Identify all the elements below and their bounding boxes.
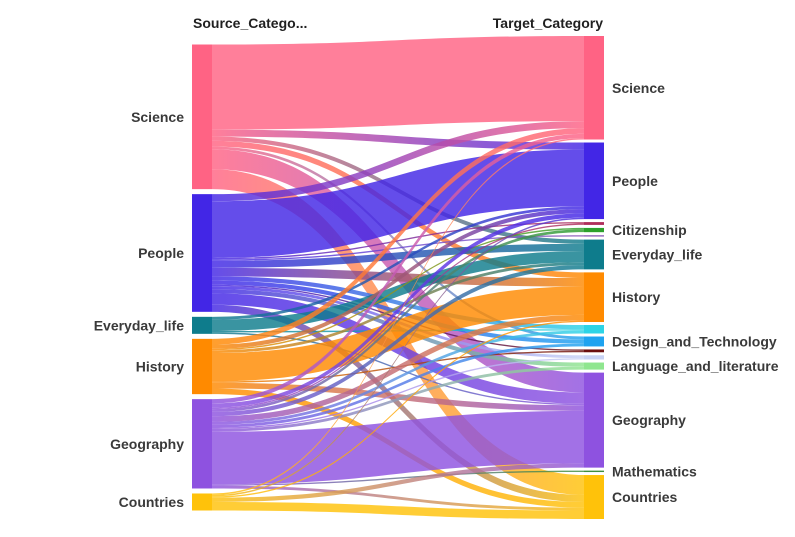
target-node-label: History (612, 289, 660, 305)
target-node (584, 325, 604, 334)
sankey-link (212, 217, 584, 497)
sankey-link (212, 229, 584, 412)
target-node (584, 272, 604, 323)
target-node (584, 222, 604, 225)
sankey-nodes (192, 36, 604, 519)
target-node (584, 36, 604, 140)
sankey-link (212, 284, 584, 351)
source-node (192, 338, 212, 395)
sankey-link (212, 485, 584, 511)
source-column-header: Source_Catego... (193, 15, 307, 31)
target-node-label: Language_and_literature (612, 358, 779, 374)
target-node (584, 362, 604, 370)
source-node-label: Geography (110, 436, 184, 452)
sankey-link (212, 209, 584, 349)
target-node (584, 227, 604, 233)
sankey-link (212, 265, 584, 417)
source-node (192, 194, 212, 312)
target-node-label: People (612, 173, 658, 189)
sankey-link (212, 330, 584, 425)
sankey-link (212, 128, 584, 345)
source-node-label: People (138, 245, 184, 261)
sankey-link (212, 286, 584, 382)
source-node-label: Science (131, 109, 184, 125)
target-node (584, 470, 604, 473)
sankey-link (212, 304, 584, 502)
sankey-link (212, 138, 584, 495)
source-node (192, 44, 212, 190)
source-node-label: Countries (119, 494, 185, 510)
target-node-label: Everyday_life (612, 246, 702, 262)
target-node-label: Mathematics (612, 463, 697, 479)
target-node (584, 372, 604, 468)
target-node (584, 475, 604, 519)
target-node (584, 235, 604, 237)
sankey-link (212, 262, 584, 354)
target-node-label: Citizenship (612, 222, 687, 238)
sankey-link (212, 293, 584, 404)
source-node (192, 493, 212, 511)
sankey-link (212, 222, 584, 260)
sankey-link (212, 250, 584, 332)
sankey-link (212, 227, 584, 351)
sankey-link (212, 121, 584, 202)
sankey-links (212, 36, 584, 519)
sankey-link (212, 470, 584, 486)
sankey-link (212, 314, 584, 422)
sankey-link (212, 235, 584, 261)
target-node (584, 336, 604, 347)
target-column-header: Target_Category (493, 15, 603, 31)
sankey-link (212, 501, 584, 519)
sankey-link (212, 146, 584, 340)
target-node (584, 349, 604, 353)
sankey-labels: Science People Everyday_life History Geograp… (94, 80, 779, 510)
target-node-label: Countries (612, 489, 678, 505)
source-node-label: History (136, 358, 184, 374)
sankey-link (212, 276, 584, 330)
sankey-link (212, 343, 584, 428)
target-node-label: Science (612, 80, 665, 96)
source-node-label: Everyday_life (94, 317, 184, 333)
sankey-link (212, 36, 584, 130)
target-node (584, 142, 604, 220)
sankey-link (212, 206, 584, 320)
sankey-link (212, 149, 584, 393)
target-node-label: Design_and_Technology (612, 333, 777, 349)
target-node-label: Geography (612, 412, 686, 428)
sankey-link (212, 213, 584, 408)
sankey-link (212, 133, 584, 404)
sankey-link (212, 320, 584, 498)
sankey-link (212, 463, 584, 502)
target-node (584, 239, 604, 270)
target-node (584, 355, 604, 360)
source-node (192, 399, 212, 489)
sankey-link (212, 129, 584, 150)
sankey-link (212, 382, 584, 411)
source-node (192, 316, 212, 334)
sankey-link (212, 358, 584, 429)
sankey-link (212, 366, 584, 432)
